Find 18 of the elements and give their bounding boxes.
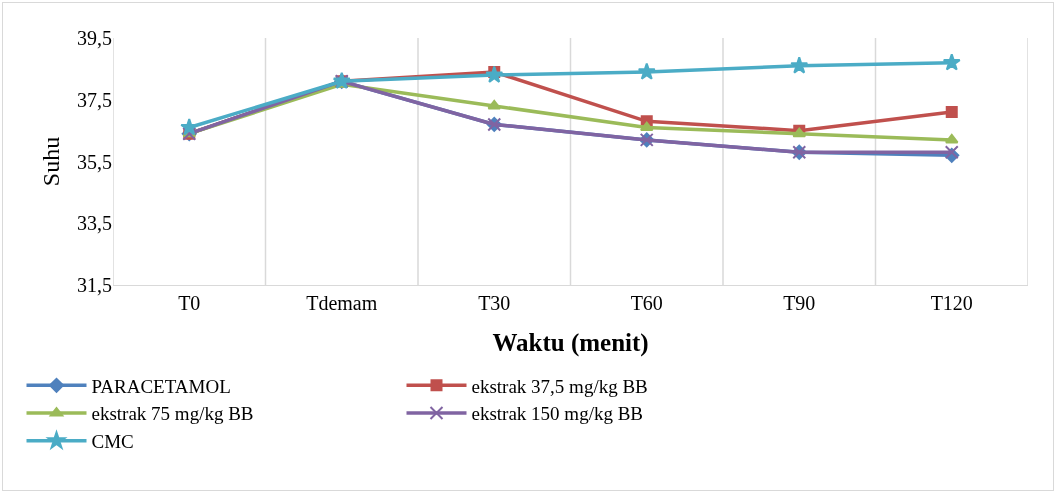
y-tick-label: 31,5 (77, 274, 112, 296)
y-axis-title: Suhu (38, 136, 65, 187)
legend-label: ekstrak 75 mg/kg BB (91, 403, 254, 425)
legend-label: ekstrak 37,5 mg/kg BB (471, 375, 648, 397)
legend-label: CMC (91, 431, 134, 453)
x-tick-label: T0 (178, 292, 201, 314)
x-axis-title: Waktu (menit) (492, 329, 649, 357)
x-tick-label: T120 (930, 292, 973, 314)
x-tick-label: Tdemam (306, 292, 378, 314)
x-tick-label: T90 (783, 292, 816, 314)
legend-label: ekstrak 150 mg/kg BB (471, 403, 644, 425)
y-tick-label: 37,5 (77, 88, 112, 111)
y-tick-label: 35,5 (77, 150, 112, 173)
x-tick-label: T30 (478, 292, 511, 314)
y-tick-label: 33,5 (77, 212, 112, 235)
legend-label: PARACETAMOL (91, 375, 231, 397)
y-tick-label: 39,5 (77, 27, 112, 49)
x-tick-label: T60 (630, 292, 663, 314)
